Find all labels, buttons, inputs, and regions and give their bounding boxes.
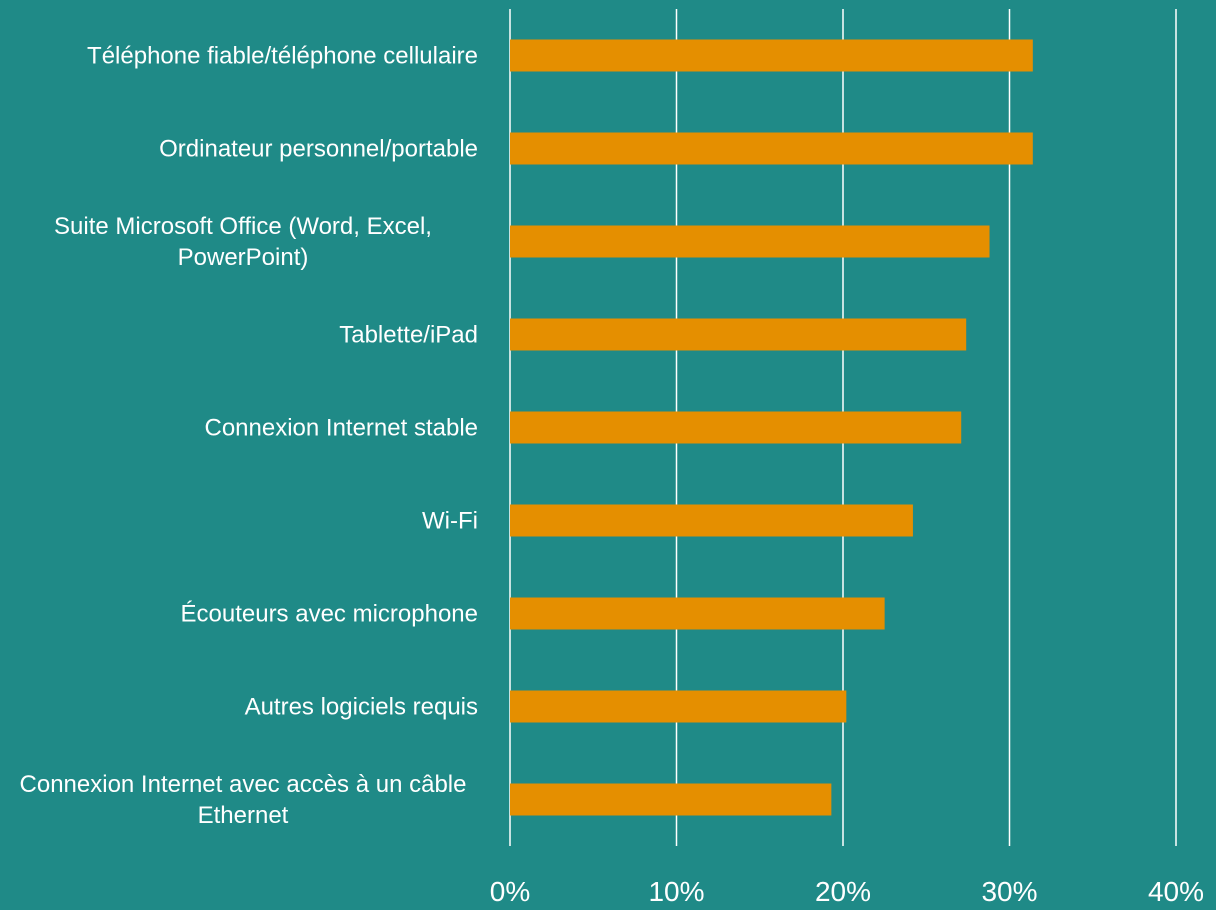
category-label: Connexion Internet stable — [8, 412, 478, 443]
x-tick-label: 10% — [648, 876, 704, 908]
x-tick-label: 0% — [490, 876, 530, 908]
x-tick-label-text: 0% — [489, 876, 531, 907]
category-label-text: Tablette/iPad — [339, 321, 478, 348]
bar — [510, 411, 962, 444]
bar — [510, 690, 847, 723]
x-tick-label-text: 20% — [814, 876, 872, 907]
bar — [510, 39, 1033, 72]
bar — [510, 783, 832, 816]
x-tick-label: 20% — [815, 876, 871, 908]
category-label: Wi-Fi — [8, 505, 478, 536]
category-label: Écouteurs avec microphone — [8, 598, 479, 629]
category-label: Ordinateur personnel/portable — [8, 133, 478, 164]
category-label-text: Wi-Fi — [422, 507, 478, 534]
x-tick-label: 30% — [981, 876, 1037, 908]
category-label-text: Autres logiciels requis — [244, 693, 478, 720]
x-tick-label: 40% — [1148, 876, 1204, 908]
category-label: Suite Microsoft Office (Word, Excel, Pow… — [8, 211, 478, 273]
category-label-text: Écouteurs avec microphone — [180, 600, 479, 627]
bar — [510, 132, 1033, 165]
category-label-text: Suite Microsoft Office (Word, Excel, Pow… — [54, 212, 432, 271]
category-label-text: Connexion Internet avec accès à un câble… — [19, 770, 467, 829]
category-label: Tablette/iPad — [8, 319, 478, 350]
category-label-text: Téléphone fiable/téléphone cellulaire — [87, 42, 478, 69]
x-tick-label-text: 40% — [1147, 876, 1205, 907]
category-label-text: Ordinateur personnel/portable — [159, 135, 478, 162]
category-label: Téléphone fiable/téléphone cellulaire — [8, 40, 478, 71]
x-tick-label-text: 10% — [648, 876, 705, 907]
category-label-text: Connexion Internet stable — [204, 414, 478, 441]
x-tick-label-text: 30% — [981, 876, 1038, 907]
bar — [510, 318, 967, 351]
category-label: Autres logiciels requis — [8, 691, 478, 722]
bar — [510, 225, 990, 258]
bar — [510, 504, 913, 537]
bar — [510, 597, 885, 630]
category-label: Connexion Internet avec accès à un câble… — [8, 769, 478, 831]
